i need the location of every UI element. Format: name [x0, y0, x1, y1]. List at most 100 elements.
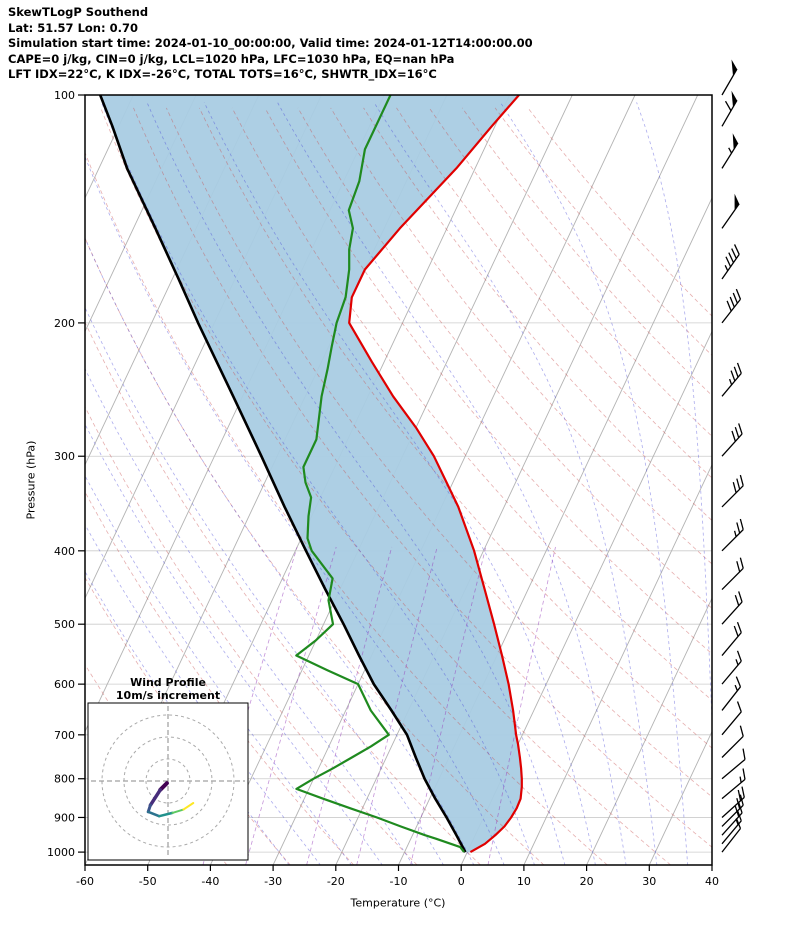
- moist-adiabat-line: [101, 102, 535, 865]
- dry-adiabat-line: [133, 107, 712, 848]
- barb-feather: [736, 621, 742, 633]
- moist-adiabat-line: [85, 155, 505, 865]
- pressure-tick-label: 1000: [47, 846, 75, 859]
- wind-barb-column: [721, 59, 746, 853]
- barb-feather: [733, 244, 740, 255]
- isotherm-line: [335, 95, 699, 865]
- hodograph-trace-segment: [148, 788, 163, 807]
- dry-adiabat-line: [85, 236, 545, 865]
- barb-feather: [736, 522, 741, 534]
- wind-barb: [721, 818, 742, 853]
- wind-barb: [721, 244, 740, 280]
- wind-barb: [721, 59, 738, 96]
- temperature-tick-label: 40: [705, 875, 719, 888]
- dry-adiabat-line: [166, 107, 712, 798]
- isotherm-line: [272, 95, 636, 865]
- hodograph-title: Wind Profile: [130, 676, 206, 689]
- wind-barb: [721, 591, 743, 625]
- chart-location: Lat: 51.57 Lon: 0.70: [8, 20, 138, 35]
- pressure-tick-label: 100: [54, 89, 75, 102]
- wind-barb: [721, 90, 738, 127]
- mixing-ratio-line: [356, 546, 438, 865]
- wind-barb: [721, 133, 739, 169]
- barb-half-feather: [728, 147, 733, 154]
- barb-feather: [738, 423, 743, 435]
- barb-feather: [731, 430, 737, 442]
- wind-barb: [721, 768, 746, 800]
- wind-barb: [721, 474, 744, 508]
- wind-barb: [721, 725, 744, 758]
- barb-flag: [734, 193, 740, 211]
- wind-barb: [721, 794, 744, 827]
- barb-feather: [735, 676, 742, 688]
- barb-half-feather: [734, 684, 738, 692]
- barb-feather: [736, 362, 742, 374]
- dry-adiabat-line: [494, 107, 712, 356]
- moist-adiabat-line: [146, 102, 566, 865]
- barb-feather: [734, 594, 740, 606]
- barb-half-feather: [735, 659, 739, 666]
- dry-adiabat-line: [396, 107, 712, 479]
- temperature-tick-label: -20: [327, 875, 345, 888]
- barb-feather: [738, 802, 743, 814]
- wind-barb: [721, 802, 743, 836]
- isotherm-line: [460, 330, 712, 865]
- isotherm-line: [648, 730, 712, 865]
- pressure-tick-label: 300: [54, 450, 75, 463]
- barb-feather: [731, 248, 737, 259]
- mixing-ratio-line: [410, 546, 487, 865]
- moist-adiabat-line: [373, 102, 658, 865]
- barb-feather: [739, 725, 744, 737]
- dry-adiabat-line: [330, 107, 712, 565]
- chart-indices-line1: CAPE=0 j/kg, CIN=0 j/kg, LCL=1020 hPa, L…: [8, 51, 455, 66]
- barb-half-feather: [733, 530, 737, 537]
- barb-feather: [728, 252, 735, 263]
- moist-adiabat-line: [85, 367, 414, 865]
- hodograph-ring: [123, 736, 213, 826]
- barb-feather: [735, 818, 742, 829]
- chart-times: Simulation start time: 2024-01-10_00:00:…: [8, 36, 533, 50]
- temperature-tick-label: 0: [458, 875, 465, 888]
- x-axis-label: Temperature (°C): [350, 896, 446, 910]
- hodograph-subtitle: 10m/s increment: [116, 689, 220, 702]
- hodograph-trace-segment: [157, 811, 174, 818]
- barb-feather: [742, 748, 746, 760]
- y-axis-label: Pressure (hPa): [24, 440, 38, 520]
- barb-feather: [742, 768, 746, 780]
- wind-barb: [721, 423, 743, 457]
- temperature-tick-label: -60: [76, 875, 94, 888]
- pressure-tick-label: 700: [54, 729, 75, 742]
- barb-feather: [738, 591, 743, 603]
- chart-title: SkewTLogP Southend: [8, 5, 149, 19]
- barb-feather: [726, 300, 732, 312]
- temperature-tick-label: -40: [201, 875, 219, 888]
- pressure-tick-label: 200: [54, 317, 75, 330]
- isotherm-line: [711, 863, 712, 865]
- moist-adiabat-line: [85, 306, 444, 865]
- mixing-ratio-line: [487, 546, 556, 865]
- barb-flag: [731, 90, 737, 108]
- barb-flag: [732, 133, 738, 150]
- dry-adiabat-line: [85, 406, 418, 865]
- wind-barb: [721, 288, 742, 324]
- wind-barb: [721, 786, 745, 818]
- pressure-tick-label: 900: [54, 811, 75, 824]
- dry-adiabat-line: [428, 107, 712, 437]
- barb-feather: [739, 518, 744, 530]
- temperature-tick-label: -10: [390, 875, 408, 888]
- barb-feather: [734, 805, 740, 817]
- barb-feather: [737, 789, 742, 801]
- pressure-tick-label: 800: [54, 773, 75, 786]
- hodograph-ring: [145, 758, 191, 804]
- barb-half-feather: [724, 265, 729, 272]
- barb-feather: [732, 292, 738, 304]
- wind-barb: [721, 701, 742, 736]
- dry-adiabat-line: [297, 107, 712, 609]
- pressure-tick-label: 500: [54, 618, 75, 631]
- hodograph-trace-segment: [182, 802, 195, 811]
- temperature-tick-label: 20: [580, 875, 594, 888]
- temperature-tick-label: 30: [642, 875, 656, 888]
- temperature-tick-label: 10: [517, 875, 531, 888]
